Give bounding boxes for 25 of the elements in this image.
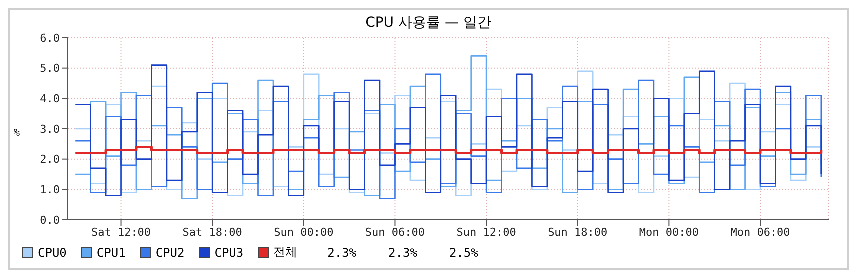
legend-label: CPU0 — [37, 246, 67, 260]
x-tick-label: Sat 12:00 — [91, 226, 152, 239]
y-tick-label: 0.0 — [40, 214, 60, 227]
y-tick-label: 1.0 — [40, 184, 60, 197]
x-tick-label: Mon 06:00 — [730, 226, 790, 239]
legend-label: CPU3 — [214, 246, 244, 260]
text: 2.3% — [328, 246, 357, 260]
text: 2.3% — [388, 246, 418, 260]
legend-label: 전체 — [272, 244, 298, 261]
y-tick-label: 5.0 — [40, 62, 60, 76]
text: 2.5% — [449, 246, 478, 260]
x-tick-label: Sun 12:00 — [456, 226, 516, 239]
y-tick-label: 4.0 — [40, 92, 60, 106]
x-tick-label: Sun 18:00 — [548, 226, 608, 239]
x-tick-label: Sat 18:00 — [182, 226, 242, 239]
x-tick-label: Sun 00:00 — [274, 226, 334, 239]
legend-label: CPU2 — [154, 246, 185, 260]
y-tick-label: 3.0 — [40, 122, 60, 136]
chart-title: CPU 사용률 — 일간 — [364, 14, 492, 32]
x-tick-label: Mon 00:00 — [639, 226, 699, 239]
x-tick-label: Sun 06:00 — [365, 226, 426, 239]
y-tick-label: 6.0 — [40, 32, 60, 45]
y-axis-title: % — [14, 128, 20, 139]
y-tick-label: 2.0 — [40, 153, 60, 166]
legend-label: CPU1 — [96, 246, 126, 260]
